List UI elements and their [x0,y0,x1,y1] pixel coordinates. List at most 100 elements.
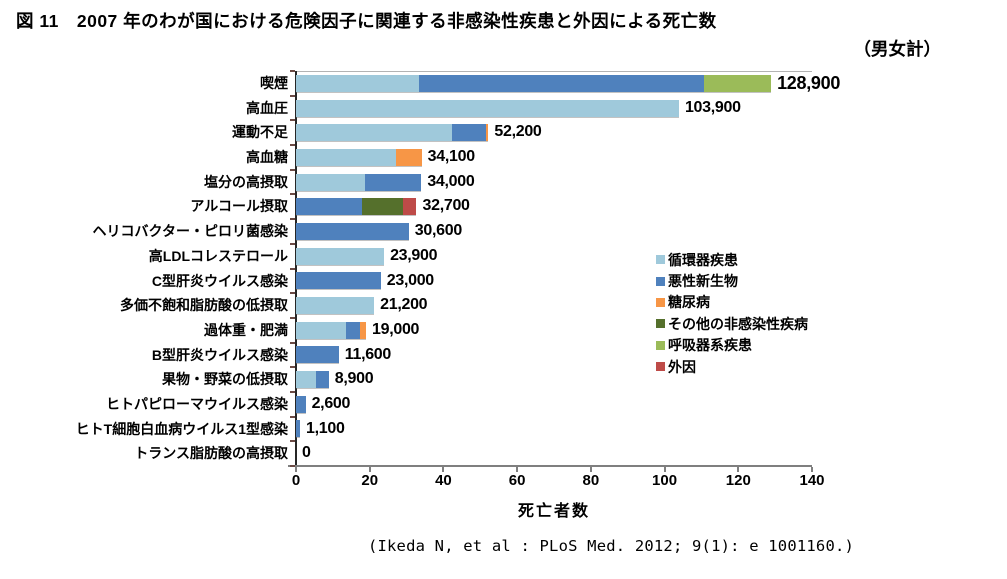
legend-swatch [656,276,665,286]
value-label: 32,700 [422,197,470,215]
value-label: 23,900 [390,246,438,264]
bar-row [296,395,306,414]
bar-segment [296,297,375,315]
x-axis-tick [368,467,371,472]
x-axis-tick [737,467,740,472]
category-label: トランス脂肪酸の高摂取 [134,445,288,462]
bar-segment [360,321,366,339]
category-label: 果物・野菜の低摂取 [162,371,288,388]
bar-row [296,148,422,167]
bar-row [296,420,301,439]
value-label: 52,200 [494,123,542,141]
bar-segment [296,148,397,166]
x-axis-title: 死亡者数 [517,503,590,520]
figure-title-line2: （男女計） [853,39,942,59]
legend-swatch [656,319,665,329]
bar-segment [296,198,363,216]
bar-row [296,99,679,118]
y-axis-tick [290,168,295,171]
legend: 循環器疾患悪性新生物糖尿病その他の非感染性疾病 呼吸器系疾患外因 [656,249,808,377]
bar-segment [362,198,403,216]
value-label: 34,100 [427,148,475,166]
value-label: 103,900 [684,98,741,116]
y-axis-tick [290,144,295,147]
y-axis-tick [290,119,295,122]
category-label: ヒトパピローマウイルス感染 [106,395,288,412]
y-axis-tick [290,440,295,443]
bar-segment [419,74,705,92]
y-axis-tick [290,415,295,418]
legend-label: 呼吸器系疾患 [668,337,752,354]
bar-segment [296,222,409,240]
value-label: 34,000 [427,172,475,190]
x-axis-tick [516,467,519,472]
x-axis-tick-label: 100 [652,472,678,489]
bar-segment [345,321,361,339]
y-axis-line [295,71,297,470]
stacked-bar-chart: 喫煙 高血圧 運動不足 高血糖 塩分の高摂取 アルコール摂取 ヘリコバクター・ピロリ菌感染高… [75,70,841,520]
figure-title: 図 11 2007 年のわが国における危険因子に関連する非感染性疾患と外因による… [16,8,941,61]
x-axis-tick-label: 40 [435,472,452,489]
category-label: B型肝炎ウイルス感染 [151,346,288,363]
bar-row [296,297,375,316]
category-label: ヘリコバクター・ピロリ菌感染 [92,223,288,240]
category-label: 塩分の高摂取 [204,173,288,190]
bar-segment [296,321,346,339]
bar-segment [296,124,452,142]
bar-row [296,321,366,340]
value-label: 11,600 [344,345,392,363]
x-axis-tick [295,467,297,472]
bar-segment [296,420,301,438]
legend-item: 外因 [656,356,808,377]
citation-text: (Ikeda N, et al : PLoS Med. 2012; 9(1): … [367,537,855,555]
legend-swatch [656,362,665,372]
y-axis-tick [290,218,295,221]
category-label: 運動不足 [232,124,288,141]
legend-item: 悪性新生物 [656,270,808,291]
legend-item: その他の非感染性疾病 [656,313,808,334]
bar-segment [296,346,339,364]
value-label: 0 [302,444,311,462]
bar-row [296,222,409,241]
y-axis-tick [290,267,295,270]
legend-item: 循環器疾患 [656,249,808,270]
x-axis-line [288,465,812,467]
bar-segment [296,371,316,389]
category-label: 喫煙 [260,75,288,91]
bar-segment [296,99,679,117]
bar-segment [296,272,381,290]
x-axis-tick-label: 80 [582,472,600,489]
bar-segment [402,198,417,216]
category-label: アルコール摂取 [190,198,288,215]
category-label: 多価不飽和脂肪酸の低摂取 [120,297,288,314]
x-axis-tick-label: 120 [725,472,751,489]
bar-segment [296,395,306,413]
bar-row [296,346,339,365]
y-axis-tick [290,465,295,467]
x-axis-tick [663,467,666,472]
y-axis-tick [290,366,295,369]
legend-item: 糖尿病 [656,292,808,313]
y-axis-tick [290,242,295,245]
legend-swatch [656,297,665,307]
bar-segment [296,247,385,265]
bar-segment [704,74,772,92]
bar-row [296,371,329,390]
plot-top-border [296,71,812,72]
x-axis-tick [589,467,592,472]
legend-label: 悪性新生物 [668,273,738,290]
bar-segment [296,74,420,92]
bar-row [296,124,489,143]
x-axis-tick-label: 140 [799,472,825,489]
legend-swatch [656,340,665,350]
category-label: 過体重・肥満 [204,321,288,338]
y-axis-tick [290,70,295,72]
bar-segment [296,173,365,191]
category-label: ヒトT細胞白血病ウイルス1型感染 [75,420,288,437]
value-label: 128,900 [777,73,841,93]
legend-label: その他の非感染性疾病 [668,315,808,332]
bar-row [296,173,422,192]
bar-segment [315,371,329,389]
y-axis-tick [290,94,295,97]
